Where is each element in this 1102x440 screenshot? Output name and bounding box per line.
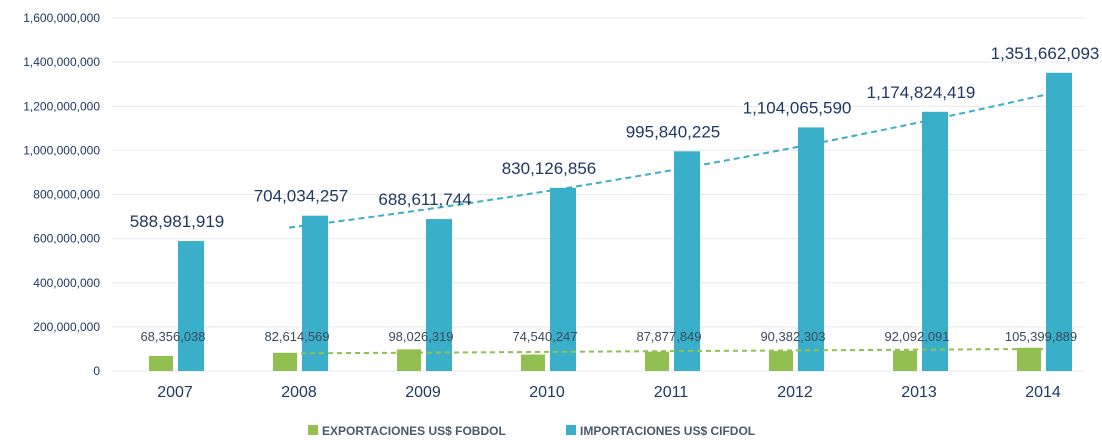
data-label-imports: 830,126,856	[502, 159, 597, 178]
gridlines	[112, 17, 1085, 372]
legend-swatch-exports	[308, 425, 318, 435]
x-tick-label: 2007	[157, 384, 193, 401]
y-tick-label: 600,000,000	[33, 232, 100, 246]
x-tick-label: 2014	[1025, 384, 1061, 401]
data-label-exports: 98,026,319	[388, 329, 453, 344]
y-tick-label: 1,400,000,000	[23, 55, 100, 69]
bars	[149, 72, 1072, 372]
bar-imports	[798, 127, 824, 371]
y-tick-label: 1,600,000,000	[23, 11, 100, 25]
data-label-imports: 1,104,065,590	[743, 98, 852, 117]
y-axis-ticks: 0 200,000,000 400,000,000 600,000,000 800,00…	[23, 11, 100, 378]
legend-swatch-imports	[566, 425, 576, 435]
bar-imports	[922, 111, 948, 372]
bar-exports	[273, 352, 297, 371]
x-tick-label: 2009	[405, 384, 441, 401]
data-label-imports: 995,840,225	[626, 122, 721, 141]
y-tick-label: 800,000,000	[33, 188, 100, 202]
data-label-exports: 74,540,247	[512, 329, 577, 344]
bar-imports	[674, 151, 700, 371]
data-label-exports: 105,399,889	[1005, 329, 1077, 344]
data-label-imports: 688,611,744	[378, 190, 471, 209]
data-label-exports: 87,877,849	[636, 329, 701, 344]
x-tick-label: 2008	[281, 384, 317, 401]
bar-imports	[550, 187, 576, 371]
bar-exports	[521, 354, 545, 371]
y-tick-label: 1,000,000,000	[23, 143, 100, 157]
bar-exports	[893, 350, 917, 371]
bar-imports	[1046, 72, 1072, 371]
trendline-exports	[300, 347, 1044, 355]
bar-imports	[426, 219, 452, 371]
bar-exports	[149, 355, 173, 371]
legend-label-exports: EXPORTACIONES US$ FOBDOL	[322, 424, 506, 438]
data-label-exports: 68,356,038	[140, 329, 205, 344]
trendlines	[288, 93, 1049, 355]
bar-exports	[769, 351, 793, 371]
data-label-exports: 82,614,569	[264, 329, 329, 344]
y-tick-label: 0	[93, 364, 100, 378]
data-label-imports: 1,174,824,419	[867, 83, 976, 102]
bar-imports	[178, 241, 204, 371]
x-tick-label: 2010	[529, 384, 565, 401]
x-tick-label: 2012	[777, 384, 813, 401]
x-tick-label: 2013	[901, 384, 937, 401]
data-label-exports: 92,092,091	[884, 329, 949, 344]
legend: EXPORTACIONES US$ FOBDOL IMPORTACIONES U…	[308, 424, 755, 438]
data-label-imports: 704,034,257	[254, 187, 349, 206]
data-labels: 588,981,919 68,356,038 704,034,257 82,614,5…	[130, 44, 1100, 344]
y-tick-label: 400,000,000	[33, 276, 100, 290]
x-axis-ticks: 2007 2008 2009 2010 2011 2012 2013 2014	[157, 384, 1061, 401]
bar-exports	[1017, 347, 1041, 371]
data-label-exports: 90,382,303	[760, 329, 825, 344]
data-label-imports: 588,981,919	[130, 212, 225, 231]
x-tick-label: 2011	[654, 384, 689, 401]
bar-imports	[302, 215, 328, 371]
y-tick-label: 200,000,000	[33, 320, 100, 334]
trendline-imports	[288, 93, 1049, 229]
legend-label-imports: IMPORTACIONES US$ CIFDOL	[580, 424, 755, 438]
bar-exports	[645, 351, 669, 371]
y-tick-label: 1,200,000,000	[23, 99, 100, 113]
data-label-imports: 1,351,662,093	[991, 44, 1100, 63]
bar-exports	[397, 349, 421, 371]
